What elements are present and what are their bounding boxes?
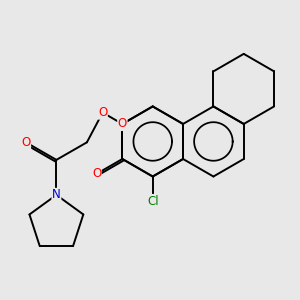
Text: O: O (21, 136, 31, 149)
Text: O: O (98, 106, 107, 119)
Text: O: O (92, 167, 101, 180)
Text: N: N (52, 188, 61, 201)
Text: O: O (118, 118, 127, 130)
Text: Cl: Cl (147, 194, 158, 208)
